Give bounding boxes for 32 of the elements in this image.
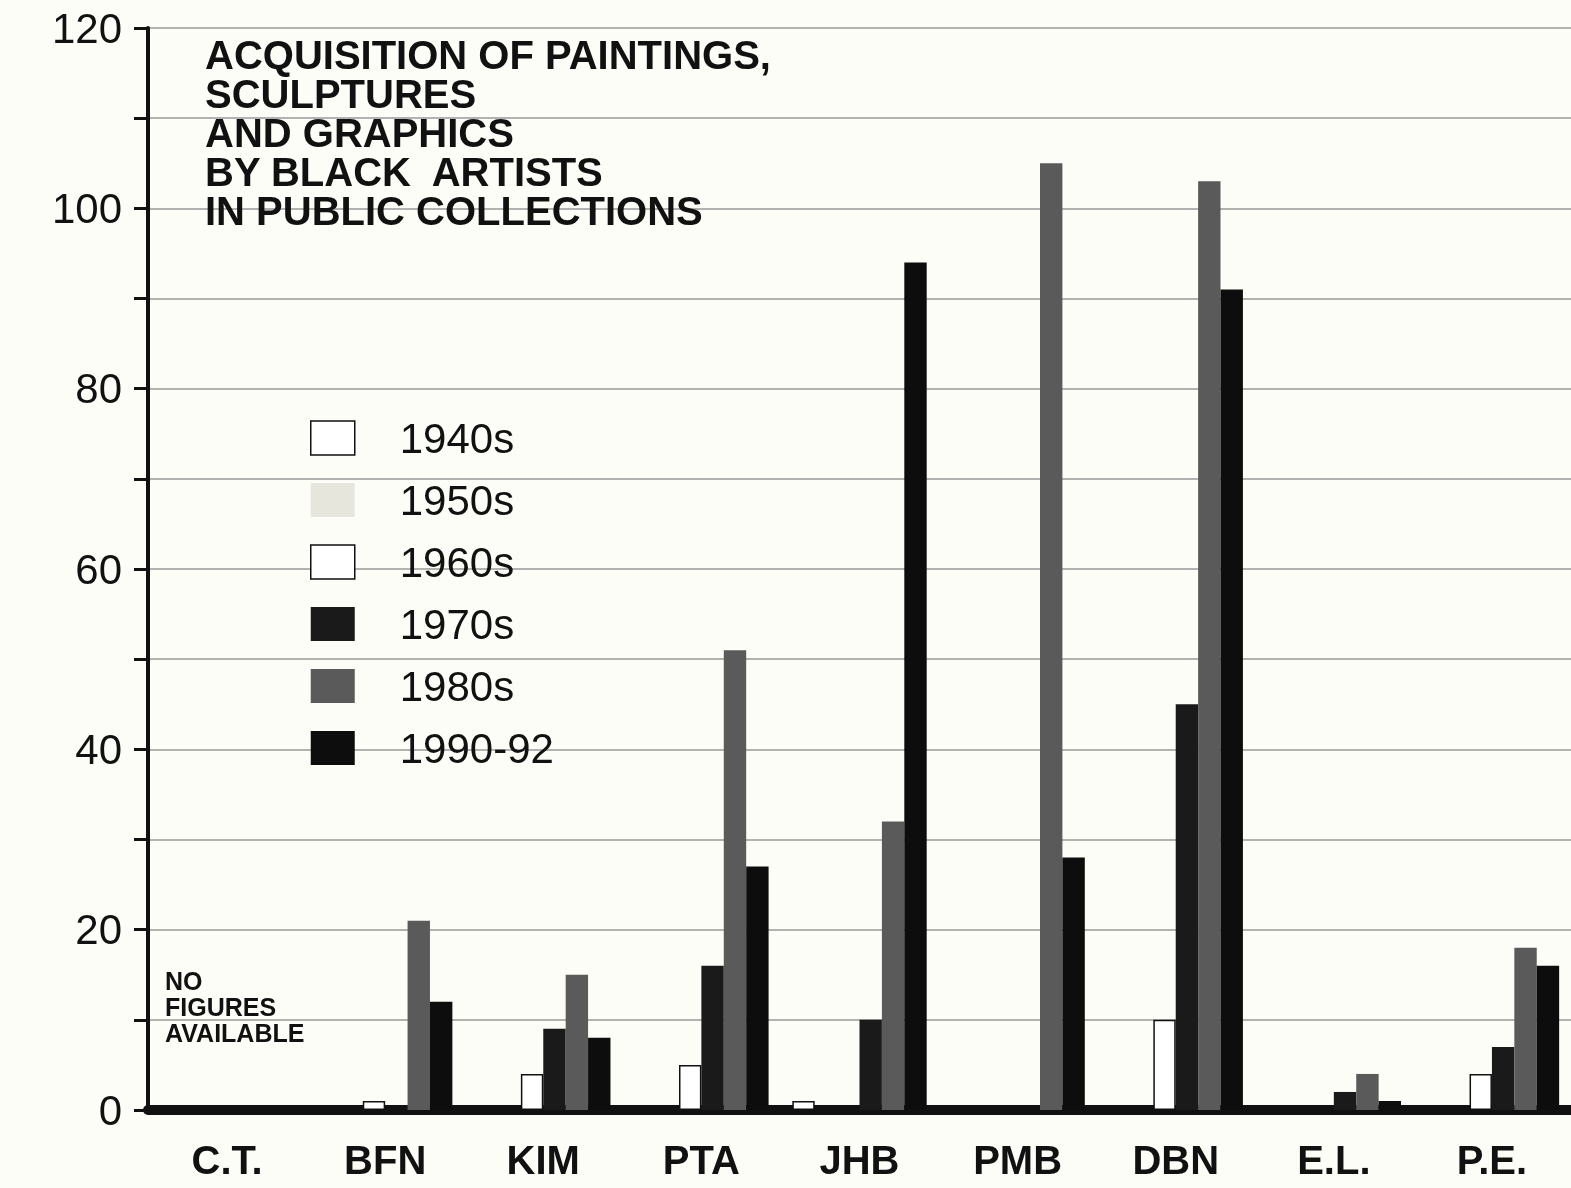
y-tick-label: 100 [51, 184, 122, 232]
bar [1198, 181, 1221, 1110]
y-tick-label: 20 [75, 906, 122, 954]
x-tick-label: PTA [662, 1138, 740, 1182]
x-tick-label: JHB [819, 1138, 900, 1182]
y-tick-label: 40 [75, 725, 122, 773]
legend-label: 1990-92 [399, 724, 554, 772]
legend-label: 1970s [399, 600, 515, 648]
bar [1040, 163, 1063, 1110]
x-tick-label: E.L. [1297, 1138, 1371, 1182]
bar [1356, 1073, 1379, 1110]
bar [565, 974, 589, 1110]
y-tick-label: 120 [51, 4, 122, 52]
bar [1514, 947, 1537, 1110]
x-tick-label: P.E. [1456, 1138, 1528, 1182]
y-tick-label: 60 [75, 545, 122, 593]
bar [881, 821, 905, 1110]
legend-label: 1960s [399, 538, 515, 586]
text: ACQUISITION OF PAINTINGS, SCULPTURES AND GRAPHICS BY BLACK ARTISTS IN PUBLIC COLLECTIONS [205, 32, 771, 233]
x-tick-label: C.T. [191, 1138, 263, 1182]
x-tick-label: DBN [1132, 1138, 1220, 1182]
bar [407, 920, 430, 1110]
legend-label: 1940s [399, 414, 515, 462]
y-tick-label: 0 [98, 1086, 122, 1134]
bar [723, 650, 747, 1110]
annotation: NO FIGURES AVAILABLE [165, 967, 305, 1047]
x-tick-label: BFN [344, 1138, 427, 1182]
legend-label: 1980s [399, 662, 515, 710]
legend-label: 1950s [399, 476, 515, 524]
x-tick-label: KIM [506, 1138, 580, 1182]
y-tick-label: 80 [75, 365, 122, 413]
x-tick-label: PMB [973, 1138, 1063, 1182]
